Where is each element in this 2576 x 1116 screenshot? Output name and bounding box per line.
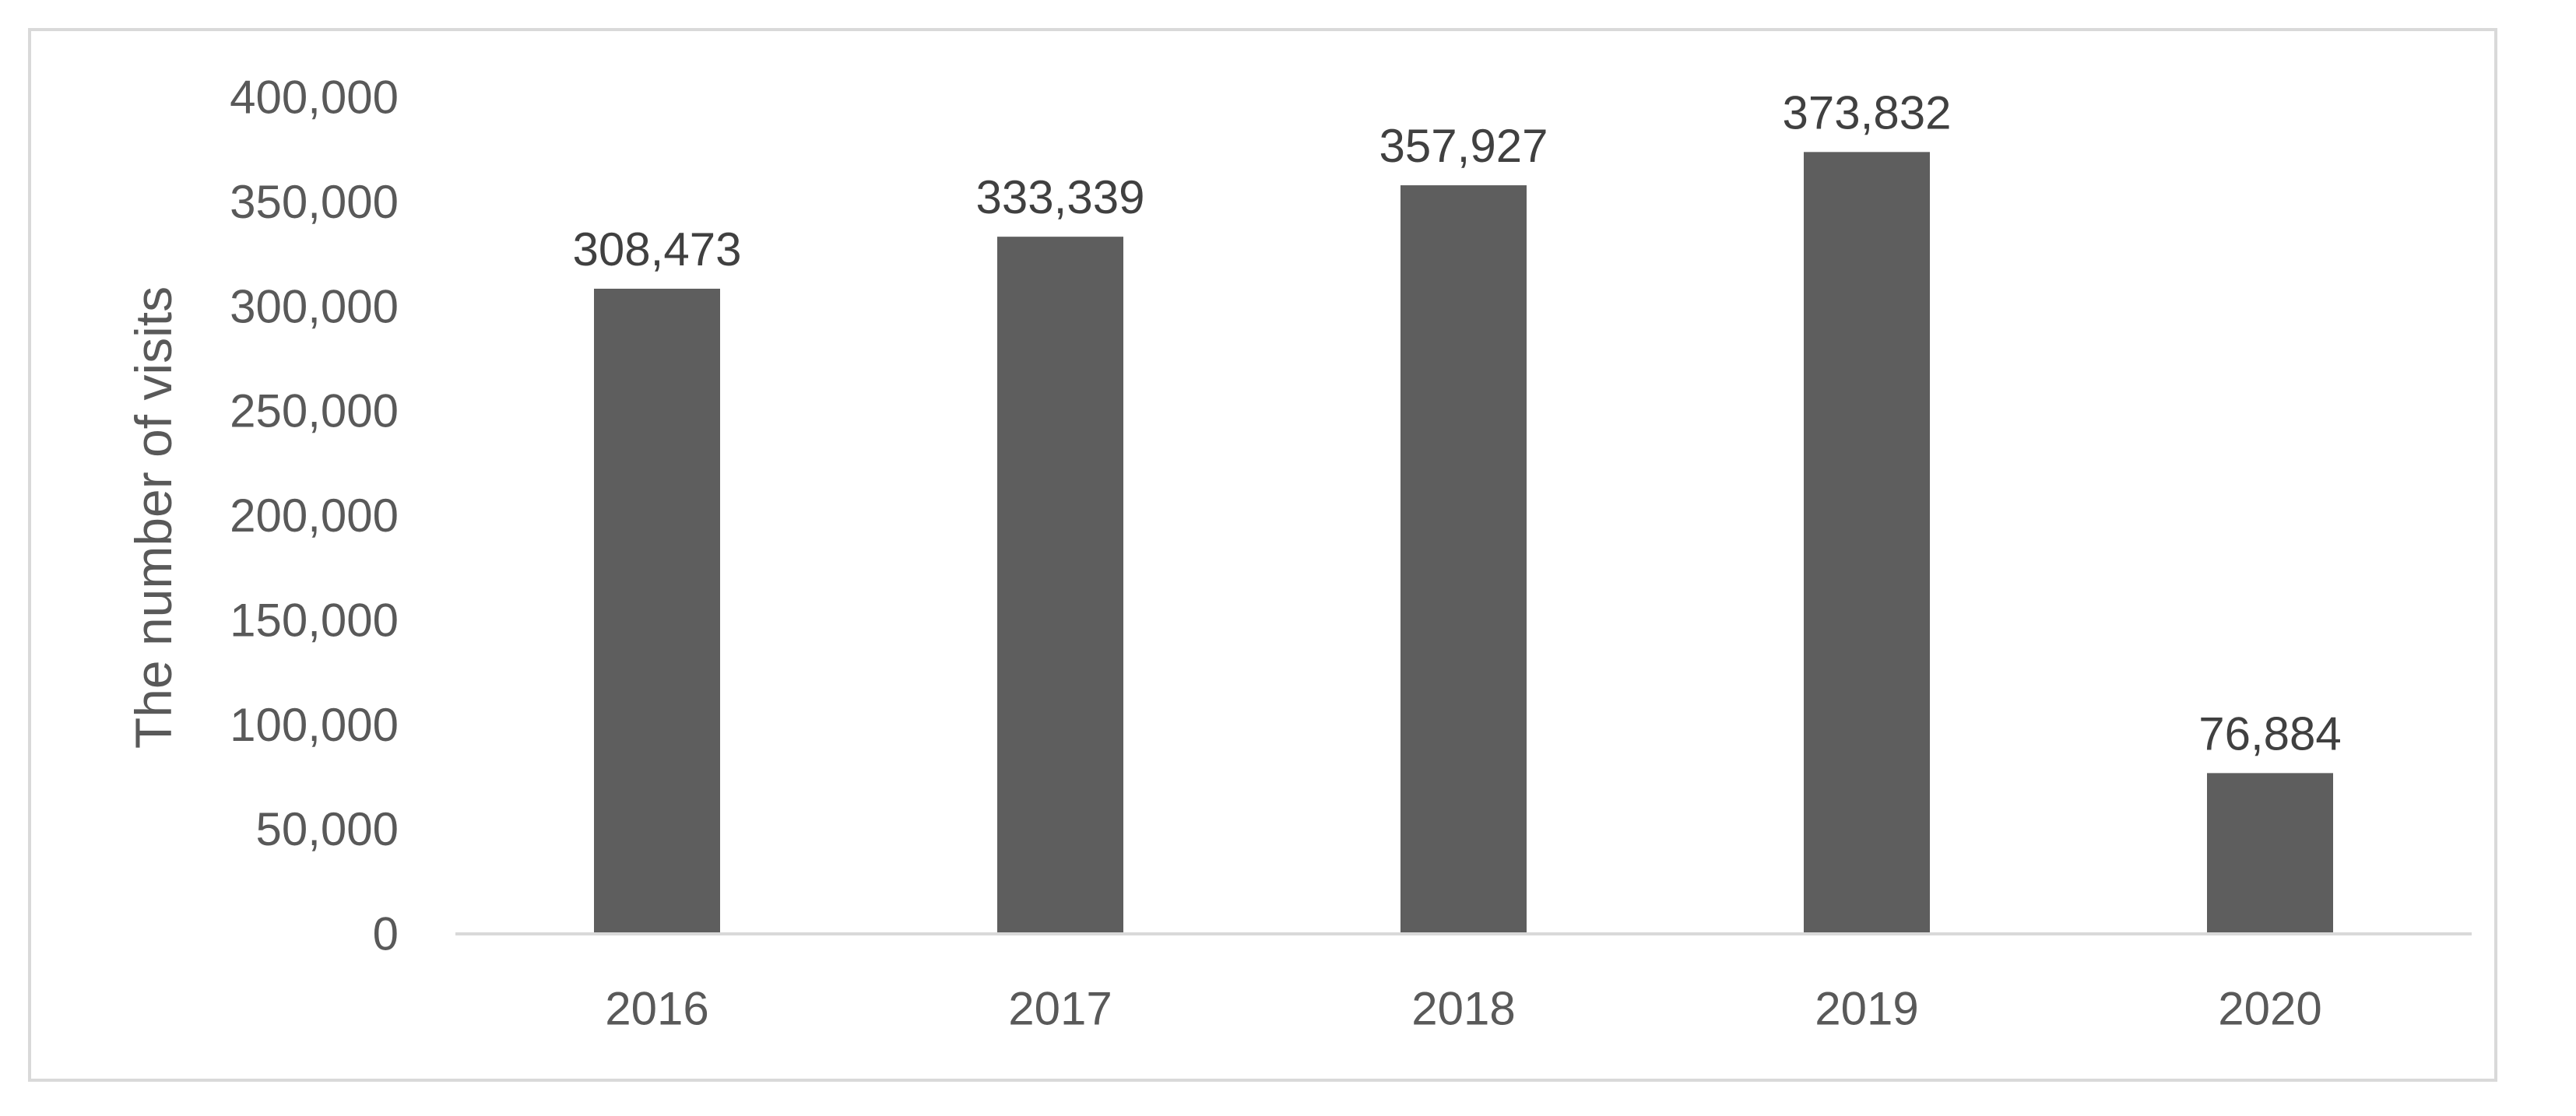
- bar: [1400, 185, 1527, 935]
- bar: [1804, 152, 1930, 934]
- y-tick-label: 250,000: [230, 385, 399, 437]
- y-tick-label: 350,000: [230, 176, 399, 228]
- y-tick-label: 100,000: [230, 699, 399, 751]
- data-label: 333,339: [976, 171, 1145, 223]
- x-tick-label: 2018: [1411, 983, 1515, 1035]
- chart-frame: [28, 28, 2497, 1082]
- x-tick-label: 2020: [2218, 983, 2321, 1035]
- y-axis-ticks: 0 50,000 100,000 150,000 200,000 250,000 300,0…: [230, 72, 399, 960]
- x-axis-ticks: 2016 2017 2018 2019 2020: [605, 983, 2321, 1035]
- x-tick-label: 2017: [1008, 983, 1112, 1035]
- y-tick-label: 300,000: [230, 280, 399, 332]
- y-tick-label: 50,000: [255, 803, 399, 855]
- y-axis-title: The number of visits: [125, 286, 182, 749]
- bar: [997, 237, 1123, 934]
- data-label: 308,473: [573, 223, 742, 275]
- data-label: 76,884: [2198, 707, 2342, 760]
- bar: [594, 288, 720, 934]
- data-label: 357,927: [1379, 120, 1548, 172]
- bar: [2207, 773, 2333, 934]
- y-tick-label: 150,000: [230, 594, 399, 646]
- y-tick-label: 200,000: [230, 490, 399, 542]
- data-labels: 308,473 333,339 357,927 373,832 76,884: [573, 86, 2342, 760]
- data-label: 373,832: [1783, 86, 1952, 139]
- y-tick-label: 400,000: [230, 72, 399, 124]
- x-tick-label: 2019: [1815, 983, 1918, 1035]
- y-tick-label: 0: [373, 908, 399, 960]
- x-tick-label: 2016: [605, 983, 708, 1035]
- bars: [594, 152, 2333, 935]
